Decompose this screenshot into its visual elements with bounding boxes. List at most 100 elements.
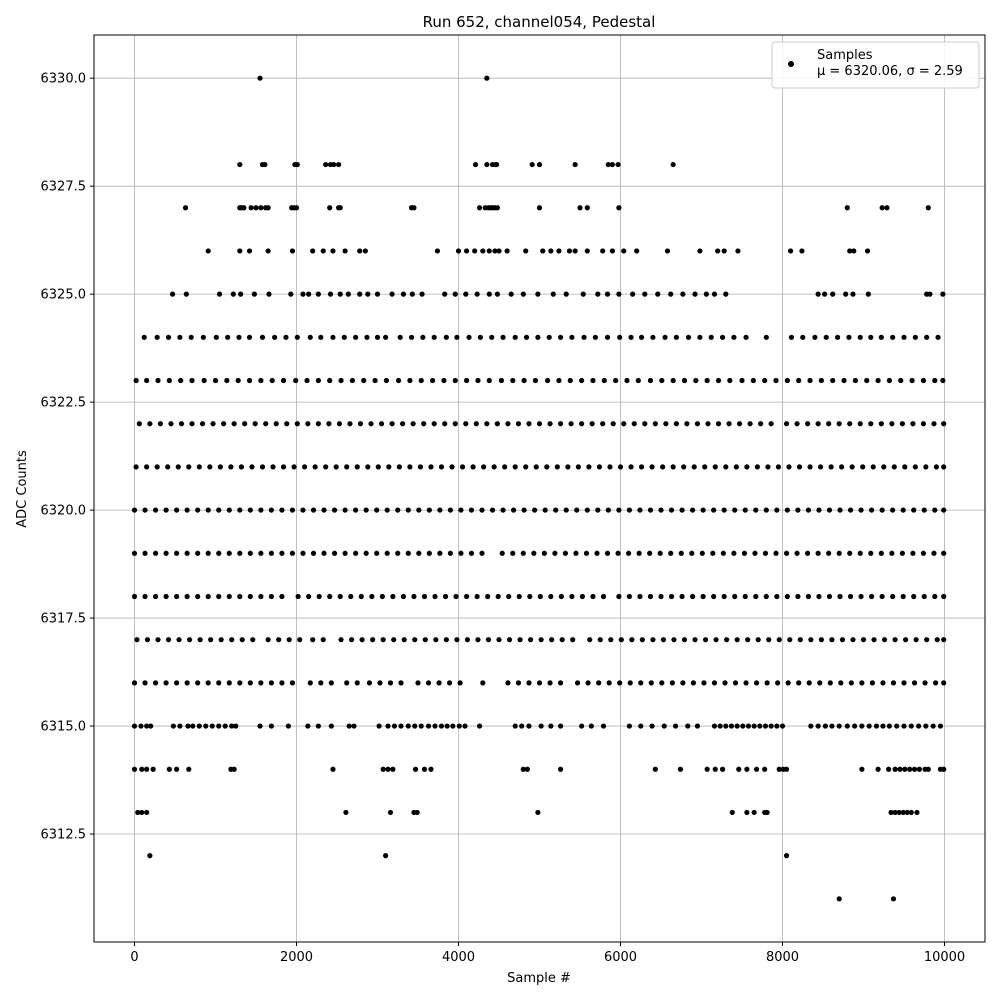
data-point xyxy=(815,723,821,729)
data-point xyxy=(463,421,469,427)
data-point xyxy=(144,637,151,643)
data-point xyxy=(642,421,648,427)
data-point xyxy=(384,507,390,513)
data-point xyxy=(805,593,812,600)
legend-box xyxy=(771,41,980,89)
data-point xyxy=(846,334,852,340)
data-point xyxy=(447,550,453,556)
data-point xyxy=(800,334,806,340)
data-point xyxy=(419,291,425,297)
data-point xyxy=(572,161,578,168)
data-point xyxy=(931,550,937,556)
data-point xyxy=(715,421,722,427)
data-point xyxy=(412,723,418,729)
data-point xyxy=(668,291,674,297)
data-point xyxy=(229,637,235,643)
data-point xyxy=(438,464,445,470)
data-point xyxy=(639,637,645,643)
data-point xyxy=(844,205,850,211)
data-point xyxy=(744,809,750,816)
data-point xyxy=(807,464,813,470)
data-point xyxy=(755,637,761,643)
data-point xyxy=(786,464,792,470)
data-point xyxy=(289,680,296,686)
data-point xyxy=(920,377,927,384)
data-point xyxy=(616,291,622,297)
data-point xyxy=(262,161,268,168)
data-point xyxy=(242,421,248,427)
data-point xyxy=(548,593,554,600)
data-point xyxy=(148,723,154,729)
data-point xyxy=(880,723,886,729)
data-point xyxy=(711,723,718,729)
data-point xyxy=(343,809,349,816)
data-point xyxy=(554,464,560,470)
data-point xyxy=(615,550,621,556)
data-point xyxy=(348,637,355,643)
data-point xyxy=(216,507,222,513)
data-point xyxy=(237,161,243,168)
data-point xyxy=(247,550,253,556)
y-axis-label: ADC Counts xyxy=(15,450,30,528)
data-point xyxy=(590,593,596,600)
data-point xyxy=(763,593,769,600)
data-point xyxy=(787,637,793,643)
data-point xyxy=(163,550,169,556)
data-point xyxy=(859,766,865,772)
data-point xyxy=(250,637,256,643)
data-point xyxy=(258,507,264,513)
data-point xyxy=(657,550,663,556)
data-point xyxy=(228,464,234,470)
data-point xyxy=(475,637,481,643)
data-point xyxy=(279,507,285,513)
data-point xyxy=(886,766,892,772)
data-point xyxy=(609,248,616,254)
data-point xyxy=(175,464,181,470)
data-point xyxy=(184,507,190,513)
data-point xyxy=(400,593,407,600)
data-point xyxy=(880,680,886,686)
data-point xyxy=(174,550,180,556)
data-point xyxy=(416,550,422,556)
data-point xyxy=(380,766,386,772)
data-point xyxy=(563,507,569,513)
data-point xyxy=(524,766,530,772)
data-point xyxy=(722,680,728,686)
data-point xyxy=(336,161,342,168)
data-point xyxy=(541,550,547,556)
data-point xyxy=(734,723,740,729)
data-point xyxy=(464,593,470,600)
data-point xyxy=(321,507,327,513)
data-point xyxy=(370,637,376,643)
data-point xyxy=(910,421,916,427)
data-point xyxy=(590,377,596,384)
data-point xyxy=(237,680,243,686)
data-point xyxy=(935,334,941,340)
data-point xyxy=(547,680,553,686)
data-point xyxy=(174,507,180,513)
data-point xyxy=(822,723,829,729)
data-point xyxy=(201,377,207,384)
data-point xyxy=(458,507,464,513)
data-point xyxy=(850,637,856,643)
data-point xyxy=(297,637,303,643)
data-point xyxy=(258,205,264,211)
data-point xyxy=(721,248,727,254)
data-point xyxy=(941,550,947,556)
data-point xyxy=(229,723,235,729)
data-point xyxy=(890,593,896,600)
data-point xyxy=(342,550,348,556)
data-points xyxy=(131,75,947,902)
data-point xyxy=(163,593,169,600)
data-point xyxy=(775,464,782,470)
data-point xyxy=(758,421,764,427)
data-point xyxy=(238,291,244,297)
data-point xyxy=(940,377,946,384)
data-point xyxy=(637,507,643,513)
data-point xyxy=(376,723,382,729)
data-point xyxy=(286,637,292,643)
data-point xyxy=(941,593,947,600)
data-point xyxy=(199,421,206,427)
data-point xyxy=(293,205,300,211)
data-point xyxy=(280,377,287,384)
